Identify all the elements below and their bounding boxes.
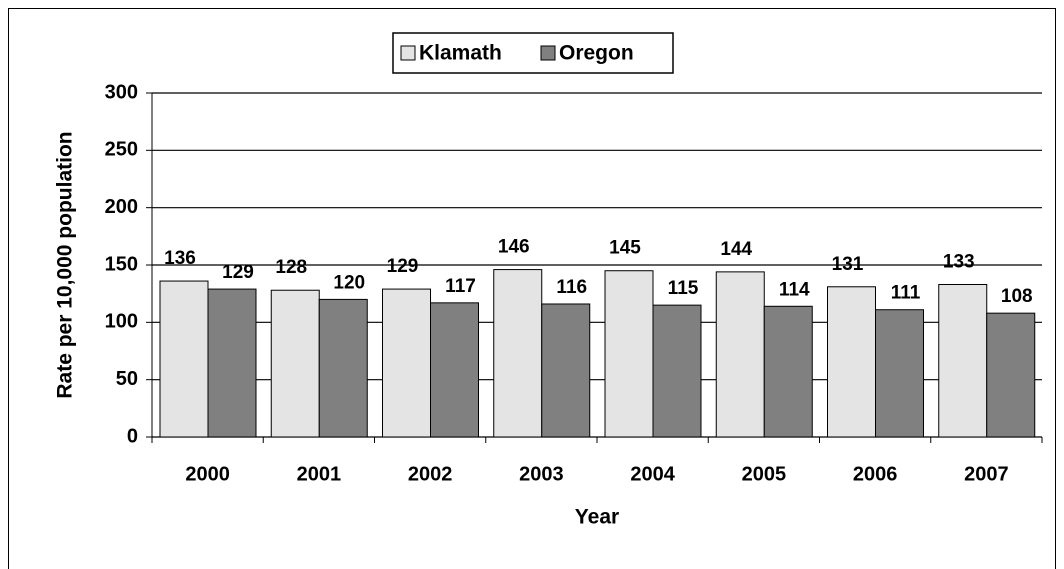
bar <box>652 304 702 438</box>
y-tick-label: 300 <box>105 81 138 103</box>
data-label: 128 <box>275 257 307 278</box>
data-label: 116 <box>556 277 587 298</box>
data-label: 136 <box>164 248 196 269</box>
data-label: 145 <box>609 238 641 259</box>
x-tick-label: 2001 <box>297 463 342 485</box>
bar <box>875 309 924 438</box>
bar <box>763 305 813 438</box>
x-tick-label: 2006 <box>853 463 898 485</box>
legend-swatch <box>400 45 416 61</box>
x-tick-label: 2004 <box>630 463 675 485</box>
x-tick-label: 2007 <box>964 463 1009 485</box>
legend-label: Klamath <box>419 42 502 65</box>
y-tick-label: 100 <box>105 311 138 333</box>
legend-box <box>392 32 674 74</box>
y-tick-label: 250 <box>105 139 138 161</box>
data-label: 133 <box>943 252 975 273</box>
bar <box>159 280 209 438</box>
legend-swatch <box>540 45 556 61</box>
bar <box>430 302 479 438</box>
data-label: 111 <box>891 283 921 304</box>
data-label: 117 <box>445 276 476 297</box>
bar <box>827 286 876 438</box>
data-label: 129 <box>222 262 254 283</box>
data-label: 129 <box>387 256 419 277</box>
y-tick-label: 50 <box>116 368 138 390</box>
bar <box>270 289 320 438</box>
data-label: 144 <box>720 239 752 260</box>
data-label: 108 <box>1001 286 1033 307</box>
data-label: 131 <box>832 254 864 275</box>
x-tick-label: 2000 <box>185 463 230 485</box>
bar <box>715 271 765 438</box>
x-tick-label: 2005 <box>742 463 787 485</box>
bar <box>541 303 591 438</box>
bar <box>318 298 368 438</box>
data-label: 115 <box>668 278 699 299</box>
x-tick-label: 2003 <box>519 463 564 485</box>
data-label: 114 <box>779 279 810 300</box>
y-tick-label: 200 <box>105 196 138 218</box>
y-tick-label: 150 <box>105 253 138 275</box>
y-axis-label: Rate per 10,000 population <box>54 131 77 398</box>
legend-label: Oregon <box>559 42 634 65</box>
data-label: 120 <box>333 272 365 293</box>
bar <box>382 288 431 438</box>
data-label: 146 <box>498 237 530 258</box>
x-axis-label: Year <box>575 506 619 529</box>
y-tick-label: 0 <box>127 425 138 447</box>
x-tick-label: 2002 <box>408 463 453 485</box>
bar <box>986 312 1036 438</box>
bar <box>938 283 988 438</box>
bar <box>493 269 543 438</box>
bar <box>207 288 257 438</box>
bar <box>604 270 654 438</box>
